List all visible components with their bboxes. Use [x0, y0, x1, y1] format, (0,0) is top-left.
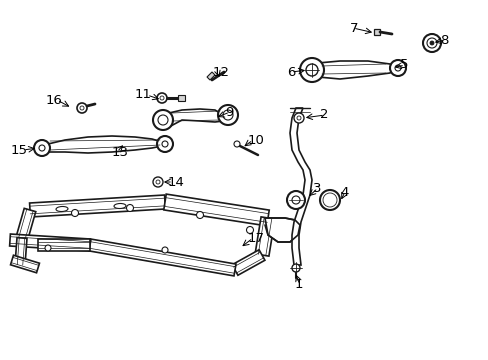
- Text: 4: 4: [339, 185, 347, 198]
- Circle shape: [293, 113, 304, 123]
- Circle shape: [218, 105, 238, 125]
- Polygon shape: [11, 255, 40, 273]
- Polygon shape: [163, 194, 269, 226]
- Circle shape: [305, 64, 317, 76]
- Circle shape: [158, 115, 168, 125]
- Polygon shape: [373, 29, 379, 35]
- Text: 3: 3: [312, 181, 321, 194]
- Text: 14: 14: [168, 175, 184, 189]
- Text: 6: 6: [287, 66, 295, 78]
- Polygon shape: [89, 239, 236, 276]
- Polygon shape: [317, 61, 393, 79]
- Polygon shape: [255, 217, 274, 256]
- Circle shape: [323, 193, 336, 207]
- Polygon shape: [169, 109, 223, 127]
- Circle shape: [223, 110, 232, 120]
- Polygon shape: [206, 72, 215, 80]
- Circle shape: [34, 140, 50, 156]
- Circle shape: [389, 60, 405, 76]
- Circle shape: [291, 196, 299, 204]
- Circle shape: [319, 190, 339, 210]
- Text: 11: 11: [135, 89, 152, 102]
- Circle shape: [429, 41, 433, 45]
- Circle shape: [162, 141, 168, 147]
- Circle shape: [162, 247, 168, 253]
- Circle shape: [71, 210, 79, 216]
- Circle shape: [426, 38, 436, 48]
- Polygon shape: [289, 108, 311, 265]
- Polygon shape: [16, 208, 36, 240]
- Text: 5: 5: [399, 58, 407, 72]
- Polygon shape: [178, 95, 184, 101]
- Polygon shape: [48, 136, 162, 153]
- Circle shape: [157, 136, 173, 152]
- Circle shape: [291, 264, 299, 272]
- Text: 12: 12: [213, 67, 229, 80]
- Text: 15: 15: [11, 144, 28, 157]
- Circle shape: [246, 226, 253, 234]
- Text: 2: 2: [319, 108, 328, 122]
- Text: 1: 1: [294, 279, 303, 292]
- Circle shape: [296, 116, 301, 120]
- Circle shape: [299, 58, 324, 82]
- Circle shape: [153, 110, 173, 130]
- Polygon shape: [10, 234, 90, 251]
- Circle shape: [39, 145, 45, 151]
- Polygon shape: [30, 195, 165, 217]
- Circle shape: [126, 204, 133, 211]
- Polygon shape: [232, 250, 264, 275]
- Circle shape: [160, 96, 163, 100]
- Text: 16: 16: [45, 94, 62, 107]
- Text: 17: 17: [247, 231, 264, 244]
- Polygon shape: [15, 238, 27, 265]
- Text: 7: 7: [349, 22, 357, 35]
- Circle shape: [80, 106, 84, 110]
- Circle shape: [196, 211, 203, 219]
- Polygon shape: [264, 218, 299, 242]
- Text: 13: 13: [112, 145, 129, 158]
- Circle shape: [157, 93, 167, 103]
- Circle shape: [153, 177, 163, 187]
- Circle shape: [286, 191, 305, 209]
- Circle shape: [45, 245, 51, 251]
- Circle shape: [394, 65, 400, 71]
- Circle shape: [156, 180, 160, 184]
- Ellipse shape: [114, 203, 126, 208]
- Polygon shape: [38, 239, 90, 251]
- Text: 8: 8: [439, 33, 447, 46]
- Circle shape: [77, 103, 87, 113]
- Circle shape: [422, 34, 440, 52]
- Text: 10: 10: [247, 134, 264, 147]
- Text: 9: 9: [224, 105, 233, 118]
- Circle shape: [234, 141, 240, 147]
- Ellipse shape: [56, 207, 68, 212]
